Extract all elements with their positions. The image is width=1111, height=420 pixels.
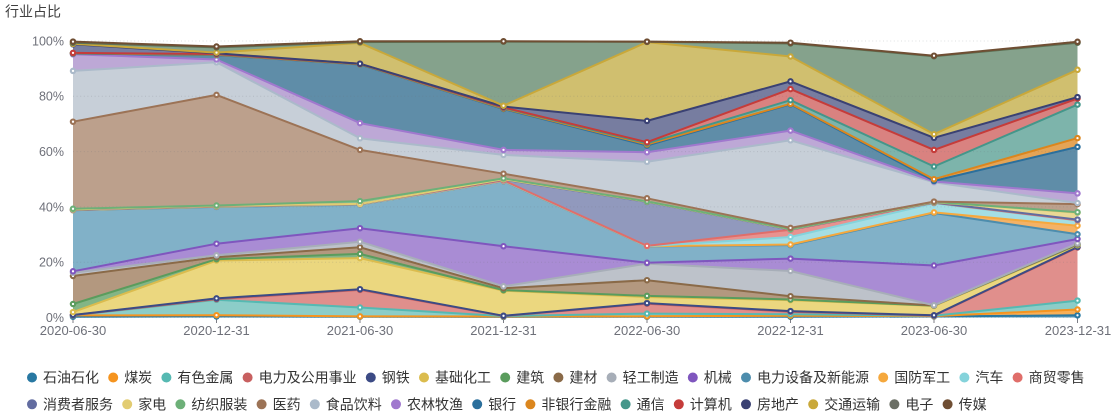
svg-text:建筑: 建筑: [516, 370, 544, 386]
svg-text:煤炭: 煤炭: [124, 370, 152, 386]
svg-text:钢铁: 钢铁: [382, 370, 410, 386]
svg-text:电力及公用事业: 电力及公用事业: [259, 370, 357, 386]
svg-text:2023-06-30: 2023-06-30: [901, 323, 968, 338]
svg-text:80%: 80%: [39, 90, 64, 104]
svg-text:基础化工: 基础化工: [435, 370, 491, 386]
svg-text:石油石化: 石油石化: [43, 370, 99, 386]
svg-text:0%: 0%: [46, 311, 64, 325]
svg-text:计算机: 计算机: [690, 396, 732, 412]
svg-text:非银行金融: 非银行金融: [541, 396, 611, 412]
svg-text:建材: 建材: [569, 370, 597, 386]
svg-text:机械: 机械: [704, 370, 732, 386]
svg-text:银行: 银行: [488, 396, 516, 412]
svg-text:通信: 通信: [637, 396, 665, 412]
svg-text:电子: 电子: [905, 396, 933, 412]
svg-text:医药: 医药: [273, 396, 301, 412]
svg-text:国防军工: 国防军工: [894, 370, 950, 386]
svg-text:2022-12-31: 2022-12-31: [757, 323, 824, 338]
svg-text:电力设备及新能源: 电力设备及新能源: [757, 370, 869, 386]
svg-text:有色金属: 有色金属: [177, 370, 233, 386]
svg-text:行业占比: 行业占比: [5, 4, 61, 20]
svg-text:食品饮料: 食品饮料: [326, 396, 382, 412]
svg-text:家电: 家电: [138, 396, 166, 412]
svg-text:消费者服务: 消费者服务: [43, 396, 113, 412]
svg-text:纺织服装: 纺织服装: [191, 396, 247, 412]
svg-text:交通运输: 交通运输: [824, 396, 880, 412]
svg-text:商贸零售: 商贸零售: [1029, 370, 1085, 386]
svg-text:2020-12-31: 2020-12-31: [183, 323, 250, 338]
svg-text:2021-06-30: 2021-06-30: [327, 323, 394, 338]
svg-text:农林牧渔: 农林牧渔: [407, 396, 463, 412]
svg-text:汽车: 汽车: [975, 370, 1003, 386]
svg-text:2022-06-30: 2022-06-30: [614, 323, 681, 338]
svg-text:2020-06-30: 2020-06-30: [40, 323, 107, 338]
svg-text:房地产: 房地产: [757, 396, 799, 412]
svg-text:100%: 100%: [32, 34, 64, 48]
svg-text:60%: 60%: [39, 145, 64, 159]
svg-text:20%: 20%: [39, 256, 64, 270]
svg-text:40%: 40%: [39, 200, 64, 214]
svg-text:传媒: 传媒: [959, 396, 987, 412]
svg-text:2021-12-31: 2021-12-31: [470, 323, 537, 338]
svg-text:轻工制造: 轻工制造: [623, 370, 679, 386]
svg-text:2023-12-31: 2023-12-31: [1045, 323, 1111, 338]
